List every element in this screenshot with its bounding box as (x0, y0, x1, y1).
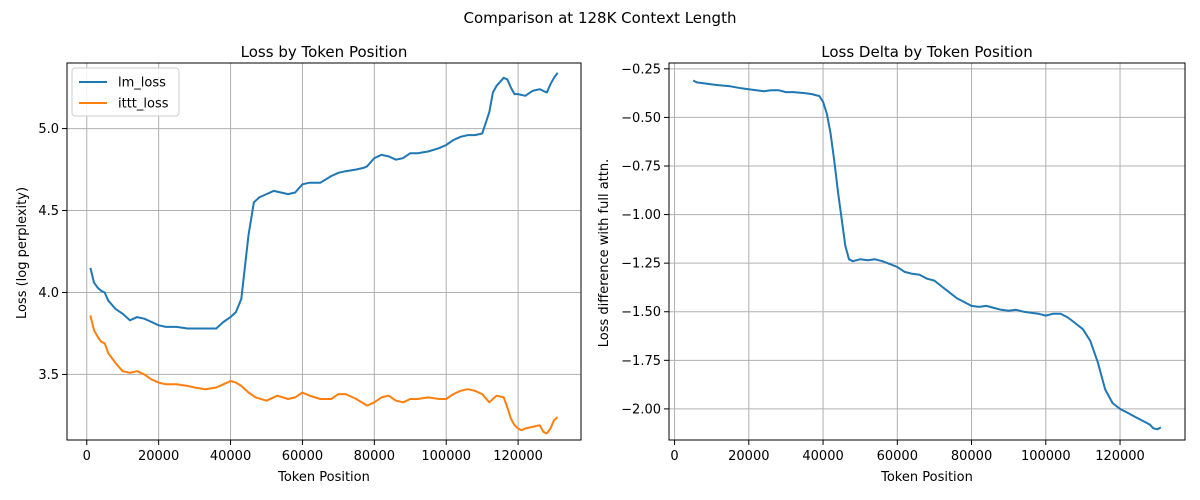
left-chart-x-tick-label: 100000 (421, 449, 471, 464)
right-chart-y-tick-label: −0.75 (621, 159, 661, 174)
right-chart-y-tick-label: −1.25 (621, 257, 661, 272)
right-chart-xlabel: Token Position (880, 470, 973, 485)
right-chart-x-tick-label: 40000 (802, 449, 843, 464)
right-chart-x-tick-label: 60000 (877, 449, 918, 464)
left-chart-x-tick-label: 60000 (282, 449, 323, 464)
left-chart-series-lm-loss-line (89, 72, 559, 330)
legend-label-ittt-loss: ittt_loss (118, 97, 169, 112)
left-chart-series-ittt-loss-line (89, 315, 559, 435)
left-chart-x-tick-label: 20000 (138, 449, 179, 464)
right-chart-y-tick-label: −0.50 (621, 111, 661, 126)
left-chart-title: Loss by Token Position (241, 43, 408, 61)
left-chart-x-tick-label: 40000 (210, 449, 251, 464)
right-chart-x-tick-label: 20000 (728, 449, 769, 464)
left-chart: Loss by Token Position Token Position Lo… (15, 43, 582, 485)
right-chart: Loss Delta by Token Position Token Posit… (597, 43, 1186, 485)
right-chart-y-tick-label: −1.75 (621, 354, 661, 369)
left-chart-frame (66, 62, 582, 441)
right-chart-y-tick-label: −2.00 (621, 402, 661, 417)
left-chart-y-tick-label: 4.5 (38, 204, 59, 219)
right-chart-ylabel: Loss difference with full attn. (597, 159, 612, 347)
right-chart-series-delta-line (692, 79, 1162, 431)
right-chart-y-tick-label: −1.50 (621, 305, 661, 320)
right-chart-y-tick-label: −0.25 (621, 62, 661, 77)
right-chart-title: Loss Delta by Token Position (821, 43, 1032, 61)
left-chart-xlabel: Token Position (277, 470, 370, 485)
right-chart-frame (668, 62, 1186, 441)
legend-label-lm-loss: lm_loss (118, 76, 166, 91)
right-chart-x-tick-label: 100000 (1021, 449, 1071, 464)
right-chart-x-tick-label: 120000 (1095, 449, 1145, 464)
left-chart-y-tick-label: 4.0 (38, 286, 59, 301)
right-chart-x-tick-label: 80000 (951, 449, 992, 464)
left-chart-x-tick-label: 80000 (354, 449, 395, 464)
right-chart-y-tick-label: −1.00 (621, 208, 661, 223)
left-chart-y-tick-label: 3.5 (38, 368, 59, 383)
figure-suptitle: Comparison at 128K Context Length (464, 9, 737, 27)
left-chart-x-tick-label: 0 (83, 449, 91, 464)
left-chart-ylabel: Loss (log perplexity) (15, 187, 30, 319)
left-chart-x-tick-label: 120000 (493, 449, 543, 464)
left-chart-y-tick-label: 5.0 (38, 122, 59, 137)
right-chart-x-tick-label: 0 (670, 449, 678, 464)
